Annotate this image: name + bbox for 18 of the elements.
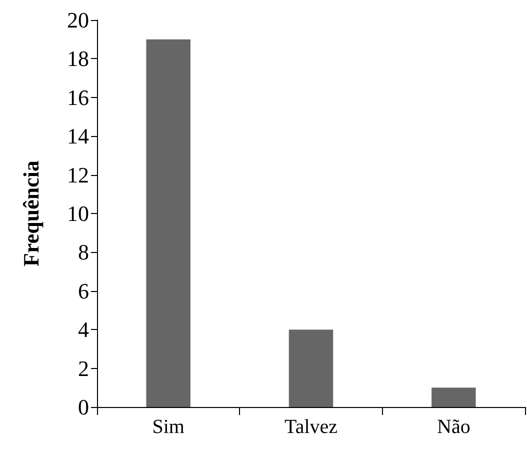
bar <box>146 39 190 407</box>
y-tick-label: 4 <box>78 317 89 342</box>
y-tick-label: 12 <box>67 162 89 188</box>
y-tick-label: 0 <box>78 394 89 420</box>
y-tick-label: 10 <box>67 201 89 226</box>
bar <box>432 388 476 407</box>
x-tick-label: Talvez <box>284 416 338 438</box>
y-tick-label: 20 <box>67 8 89 32</box>
y-axis-title: Frequência <box>18 160 44 266</box>
y-tick-label: 8 <box>78 240 89 265</box>
bar <box>288 330 334 407</box>
x-tick-label: Não <box>437 416 470 438</box>
y-tick-label: 18 <box>67 46 89 72</box>
y-tick-label: 2 <box>78 356 89 381</box>
y-tick-label: 16 <box>67 84 89 110</box>
x-tick-label: Sim <box>152 416 185 438</box>
y-tick-label: 6 <box>78 278 89 304</box>
y-tick-label: 14 <box>67 124 89 149</box>
